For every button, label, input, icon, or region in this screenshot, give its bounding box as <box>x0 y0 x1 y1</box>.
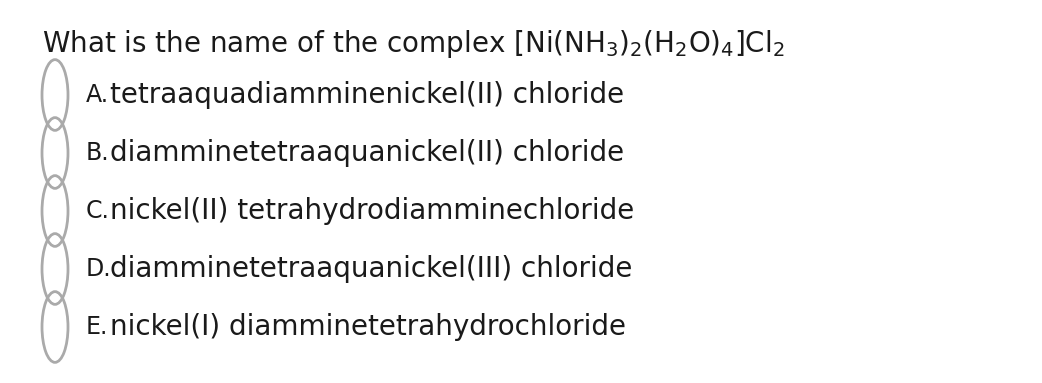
Text: What is the name of the complex $[\mathrm{Ni(NH_3)_2(H_2O)_4]Cl_2}$: What is the name of the complex $[\mathr… <box>42 28 785 60</box>
Text: diamminetetraaquanickel(III) chloride: diamminetetraaquanickel(III) chloride <box>110 255 632 283</box>
Text: tetraaquadiamminenickel(II) chloride: tetraaquadiamminenickel(II) chloride <box>110 81 624 109</box>
Text: nickel(II) tetrahydrodiamminechloride: nickel(II) tetrahydrodiamminechloride <box>110 197 635 225</box>
Text: C.: C. <box>86 199 109 223</box>
Text: E.: E. <box>86 315 108 339</box>
Text: nickel(I) diamminetetrahydrochloride: nickel(I) diamminetetrahydrochloride <box>110 313 626 341</box>
Text: D.: D. <box>86 257 111 281</box>
Text: B.: B. <box>86 141 109 165</box>
Text: A.: A. <box>86 83 109 107</box>
Text: diamminetetraaquanickel(II) chloride: diamminetetraaquanickel(II) chloride <box>110 139 624 167</box>
